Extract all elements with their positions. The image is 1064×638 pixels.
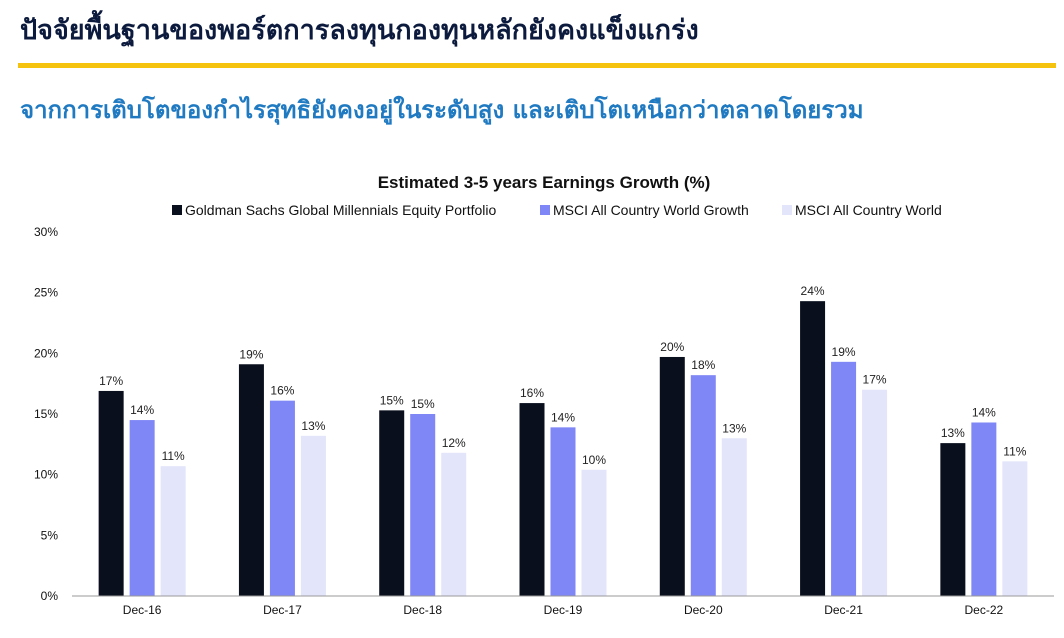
chart-legend: Goldman Sachs Global Millennials Equity … [172, 202, 942, 218]
y-tick-label: 0% [41, 589, 59, 603]
data-label: 14% [130, 403, 154, 417]
title-divider [18, 63, 1056, 68]
data-label: 14% [972, 405, 996, 419]
data-label: 13% [941, 426, 965, 440]
bar [550, 427, 576, 596]
data-label: 14% [551, 410, 575, 424]
x-tick-label: Dec-21 [824, 603, 863, 617]
legend-label: MSCI All Country World [795, 202, 942, 218]
bar [831, 361, 857, 596]
legend-swatch [172, 205, 182, 215]
data-label: 11% [1003, 444, 1026, 458]
bar [519, 403, 545, 596]
bar [160, 466, 186, 596]
data-label: 24% [801, 284, 825, 298]
bar [690, 375, 716, 596]
legend-label: Goldman Sachs Global Millennials Equity … [185, 202, 496, 218]
bar [971, 422, 997, 596]
y-axis: 0% 5% 10% 15% 20% 25% 30% [34, 225, 58, 603]
x-tick-label: Dec-18 [403, 603, 442, 617]
x-tick-label: Dec-17 [263, 603, 302, 617]
y-tick-label: 25% [34, 286, 58, 300]
data-label: 15% [411, 397, 435, 411]
x-tick-label: Dec-22 [965, 603, 1004, 617]
data-label: 12% [442, 436, 466, 450]
page-title: ปัจจัยพื้นฐานของพอร์ตการลงทุนกองทุนหลักย… [20, 15, 699, 46]
y-tick-label: 30% [34, 225, 58, 239]
data-label: 16% [520, 386, 544, 400]
bar [659, 356, 685, 596]
bar [800, 301, 826, 596]
data-label: 13% [722, 421, 746, 435]
data-label: 16% [270, 384, 294, 398]
bar [862, 389, 888, 596]
data-label: 15% [380, 393, 404, 407]
legend-label: MSCI All Country World Growth [553, 202, 749, 218]
data-label: 11% [162, 449, 185, 463]
x-tick-label: Dec-19 [544, 603, 583, 617]
data-label: 10% [582, 453, 606, 467]
data-label: 13% [301, 419, 325, 433]
bar [410, 414, 436, 596]
bars-group: 17% 14% 11% 19% 16% 13% 15% 15% 12% 16% 14% 10% 20% 1… [98, 284, 1028, 596]
bar [940, 443, 966, 596]
data-label: 17% [99, 374, 123, 388]
chart-title: Estimated 3-5 years Earnings Growth (%) [378, 173, 711, 192]
bar [238, 364, 264, 596]
bar [721, 438, 747, 596]
bar [300, 435, 326, 596]
data-label: 20% [660, 340, 684, 354]
legend-swatch [782, 205, 792, 215]
page-subtitle: จากการเติบโตของกำไรสุทธิยังคงอยู่ในระดับ… [20, 96, 864, 124]
data-label: 19% [832, 345, 856, 359]
y-tick-label: 20% [34, 346, 58, 360]
x-axis: Dec-16 Dec-17 Dec-18 Dec-19 Dec-20 Dec-21 Dec-… [72, 595, 1054, 617]
y-tick-label: 10% [34, 468, 58, 482]
bar [581, 469, 607, 596]
legend-swatch [540, 205, 550, 215]
bar [1002, 461, 1028, 596]
x-tick-label: Dec-20 [684, 603, 723, 617]
bar [129, 420, 155, 596]
y-tick-label: 5% [41, 528, 59, 542]
bar [379, 410, 405, 596]
data-label: 18% [691, 358, 715, 372]
x-tick-label: Dec-16 [123, 603, 162, 617]
data-label: 19% [239, 347, 263, 361]
bar [441, 452, 467, 596]
bar [98, 390, 124, 596]
y-tick-label: 15% [34, 407, 58, 421]
bar [269, 400, 295, 596]
data-label: 17% [863, 373, 887, 387]
